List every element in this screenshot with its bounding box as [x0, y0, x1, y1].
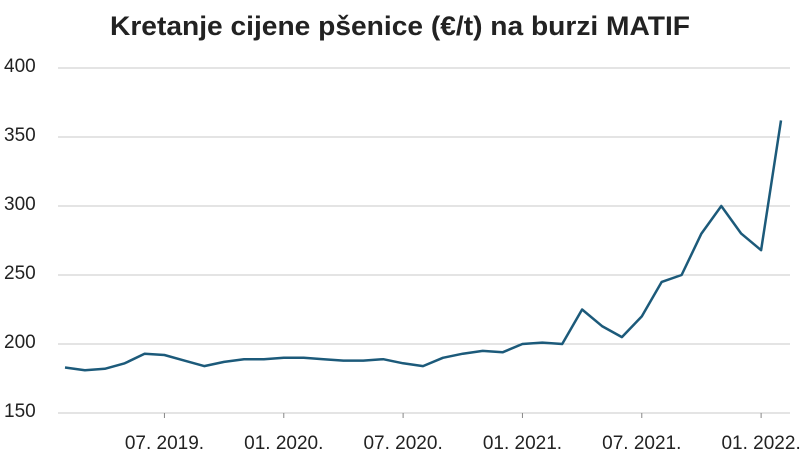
x-tick-label: 01. 2020. — [244, 433, 323, 454]
x-tick-label: 07. 2021. — [602, 433, 681, 454]
x-tick-label: 01. 2022. — [721, 433, 800, 454]
x-tick-label: 07. 2020. — [363, 433, 442, 454]
x-tick-label: 07. 2019. — [125, 433, 204, 454]
y-tick-label: 350 — [4, 125, 36, 146]
chart-title: Kretanje cijene pšenice (€/t) na burzi M… — [110, 11, 690, 41]
y-tick-label: 250 — [4, 263, 36, 284]
x-tick-label: 01. 2021. — [483, 433, 562, 454]
y-tick-label: 150 — [4, 401, 36, 422]
y-tick-label: 400 — [4, 56, 36, 77]
y-tick-label: 300 — [4, 194, 36, 215]
price-line — [64, 120, 783, 372]
y-tick-label: 200 — [4, 332, 36, 353]
